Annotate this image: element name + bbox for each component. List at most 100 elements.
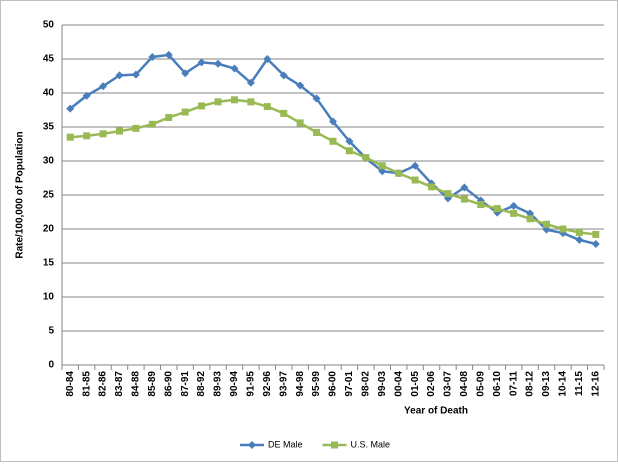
data-point: [230, 96, 238, 104]
y-tick-label: 15: [43, 258, 55, 269]
x-tick-label: 12-16: [590, 371, 601, 397]
data-point: [280, 109, 288, 117]
y-tick-label: 5: [48, 326, 54, 337]
data-point: [99, 130, 107, 138]
x-tick-label: 10-14: [558, 371, 569, 397]
data-point: [99, 82, 108, 91]
data-point: [345, 137, 354, 146]
data-point: [345, 147, 353, 155]
data-point: [378, 162, 386, 170]
data-point: [444, 190, 452, 198]
x-tick-label: 97-01: [344, 371, 355, 397]
x-tick-label: 80-84: [65, 371, 76, 397]
y-tick-label: 10: [43, 292, 55, 303]
legend-marker: [331, 441, 339, 449]
data-point: [148, 120, 156, 128]
x-axis-title: Year of Death: [404, 406, 468, 417]
x-tick-label: 95-99: [311, 371, 322, 397]
x-tick-label: 08-12: [525, 371, 536, 397]
data-point: [428, 183, 436, 191]
data-point: [181, 108, 189, 116]
x-tick-label: 98-02: [360, 371, 371, 397]
legend-label: U.S. Male: [351, 439, 391, 449]
data-point: [526, 215, 534, 223]
y-tick-label: 50: [43, 20, 55, 31]
data-point: [263, 55, 272, 63]
data-point: [279, 71, 288, 80]
data-point: [296, 81, 305, 90]
x-tick-label: 92-96: [262, 371, 273, 397]
y-tick-label: 45: [43, 54, 55, 65]
x-tick-label: 06-10: [492, 371, 503, 397]
y-tick-label: 25: [43, 190, 55, 201]
data-point: [460, 195, 468, 203]
x-tick-label: 83-87: [114, 371, 125, 397]
data-point: [411, 176, 419, 184]
data-point: [362, 154, 370, 162]
data-point: [230, 64, 239, 73]
x-tick-label: 99-03: [377, 371, 388, 397]
data-point: [263, 103, 271, 111]
data-point: [543, 220, 551, 228]
x-tick-label: 89-93: [213, 371, 224, 397]
x-tick-label: 07-11: [508, 371, 519, 396]
data-point: [460, 183, 469, 192]
data-point: [214, 59, 223, 68]
x-tick-label: 84-88: [131, 371, 142, 397]
data-point: [591, 239, 600, 248]
data-point: [214, 98, 222, 106]
data-point: [198, 102, 206, 110]
data-point: [131, 70, 140, 79]
y-tick-label: 20: [43, 224, 55, 235]
x-tick-label: 93-97: [278, 371, 289, 397]
legend-marker: [248, 441, 256, 449]
y-tick-label: 35: [43, 122, 55, 133]
data-point: [575, 235, 584, 244]
x-tick-label: 90-94: [229, 371, 240, 397]
data-point: [329, 117, 337, 126]
x-tick-label: 09-13: [541, 371, 552, 397]
y-tick-label: 30: [43, 156, 55, 167]
data-point: [592, 230, 600, 238]
data-point: [115, 71, 124, 80]
data-point: [395, 169, 403, 177]
x-tick-label: 05-09: [475, 371, 486, 397]
data-point: [66, 133, 74, 141]
x-tick-label: 01-05: [410, 371, 421, 397]
data-point: [477, 201, 485, 209]
data-point: [115, 127, 123, 135]
data-point: [510, 209, 518, 217]
data-point: [247, 98, 255, 106]
x-tick-label: 91-95: [246, 371, 257, 397]
x-tick-label: 04-08: [459, 371, 470, 397]
data-point: [509, 201, 518, 210]
data-point: [493, 205, 501, 213]
x-tick-label: 96-00: [328, 371, 339, 397]
x-tick-label: 81-85: [81, 371, 92, 397]
x-tick-label: 88-92: [196, 371, 207, 397]
x-tick-label: 02-06: [426, 371, 437, 397]
data-point: [329, 137, 337, 145]
x-tick-label: 86-90: [163, 371, 174, 397]
data-point: [296, 119, 304, 127]
x-tick-label: 03-07: [443, 371, 454, 397]
x-tick-label: 85-89: [147, 371, 158, 397]
data-point: [411, 161, 420, 170]
x-tick-label: 87-91: [180, 371, 191, 397]
data-point: [246, 78, 255, 87]
data-point: [148, 52, 157, 61]
y-axis-title: Rate/100,000 of Population: [15, 131, 26, 258]
legend-label: DE Male: [268, 439, 303, 449]
x-tick-label: 11-15: [574, 371, 585, 396]
x-tick-label: 82-86: [98, 371, 109, 397]
y-tick-label: 0: [48, 360, 54, 371]
x-tick-label: 00-04: [393, 371, 404, 397]
data-point: [181, 69, 190, 78]
data-point: [312, 94, 321, 103]
data-point: [575, 228, 583, 236]
data-point: [82, 91, 91, 100]
data-point: [559, 225, 567, 233]
data-point: [197, 58, 206, 67]
